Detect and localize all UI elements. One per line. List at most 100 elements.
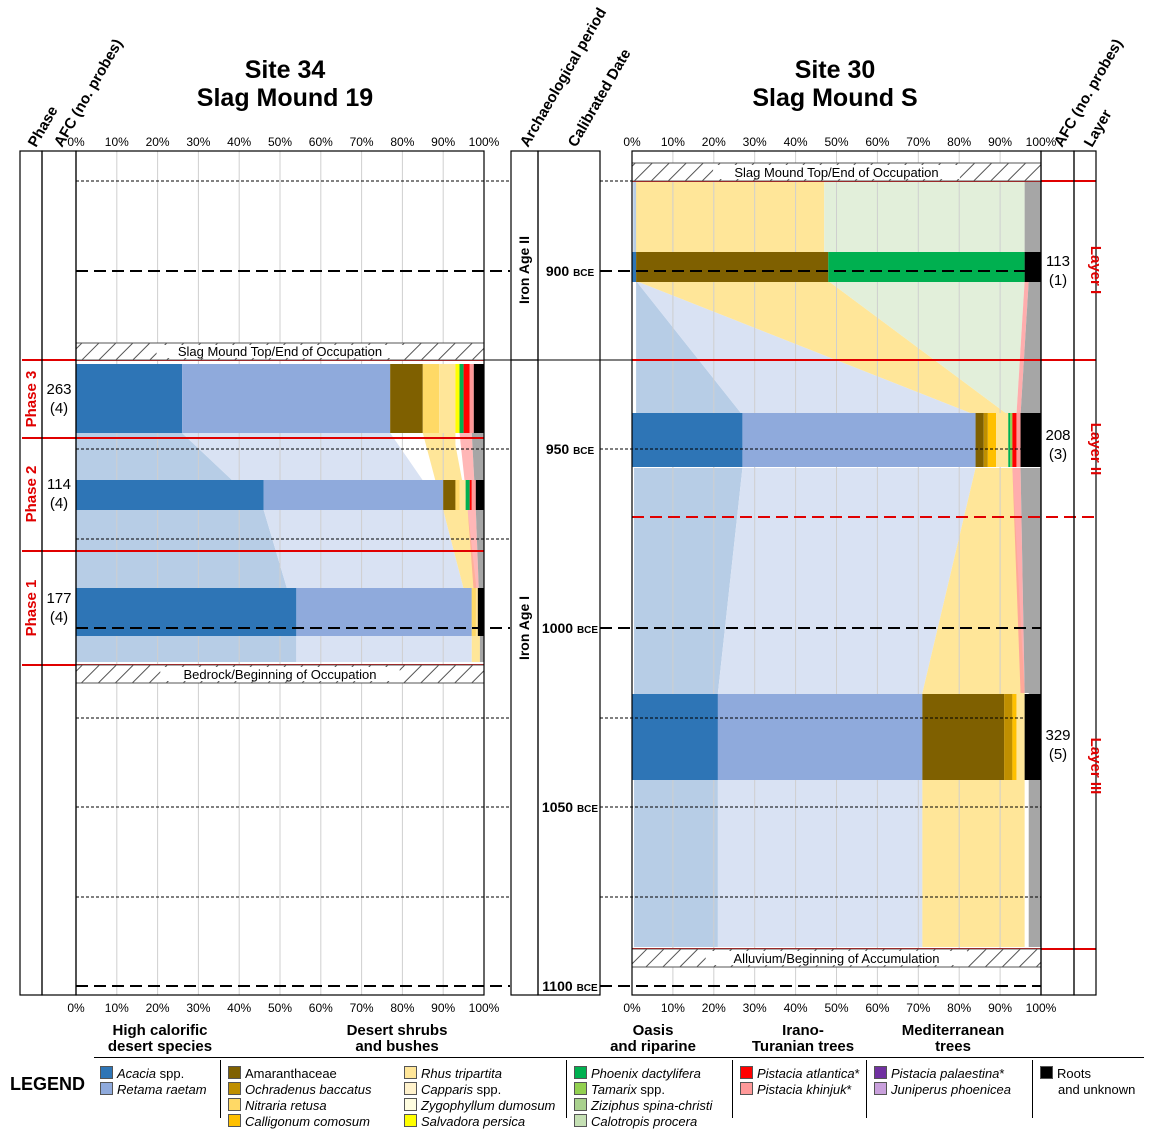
legend-item-2-2: Ziziphus spina-christi bbox=[574, 1098, 712, 1114]
left-bar-1-amaranthaceae bbox=[443, 480, 456, 510]
right-bar-1-phoenix-dactylifera bbox=[1008, 413, 1011, 467]
right-band-top-phoenix bbox=[824, 181, 1025, 253]
legend-item-1-5: Capparis spp. bbox=[404, 1082, 501, 1098]
left-bar-2-rhus-tripartita bbox=[475, 588, 478, 636]
left-bar-0-pistacia-atlantica- bbox=[463, 364, 470, 433]
right-tick-top-7: 70% bbox=[906, 135, 930, 149]
left-tick-top-5: 50% bbox=[268, 135, 292, 149]
left-tick-top-1: 10% bbox=[105, 135, 129, 149]
date-value-900: 900 bbox=[546, 263, 573, 279]
right-bar-1-ochradenus-baccatus bbox=[983, 413, 988, 467]
phase-label-1: Phase 1 bbox=[23, 580, 40, 637]
date-label-1100: 1100 BCE bbox=[542, 978, 598, 994]
right-bar-2-calligonum-comosum bbox=[1012, 694, 1017, 780]
legend-group-header-line1-0: High calorific bbox=[112, 1022, 208, 1039]
legend-label: Ziziphus spina-christi bbox=[591, 1098, 713, 1113]
right-tick-bottom-3: 30% bbox=[743, 1001, 767, 1015]
legend-label: Calligonum comosum bbox=[245, 1114, 370, 1129]
legend-item-3-1: Pistacia khinjuk* bbox=[740, 1082, 852, 1098]
legend-group-header-line1-3: Irano- bbox=[782, 1022, 824, 1039]
left-bar-0-nitraria-retusa bbox=[422, 364, 440, 433]
left-bar-1-nitraria-retusa bbox=[455, 480, 460, 510]
right-afc-value-2: 329 bbox=[1045, 727, 1070, 744]
date-label-950: 950 BCE bbox=[546, 441, 595, 457]
right-site-title: Site 30 Slag Mound S bbox=[730, 56, 940, 112]
layer-label-3: Layer III bbox=[1087, 738, 1104, 795]
right-bar-0-acacia-spp- bbox=[632, 252, 637, 282]
left-bar-1-roots-and-unknown bbox=[475, 480, 484, 510]
legend-label: Juniperus phoenicea bbox=[891, 1082, 1011, 1097]
right-bar-1-pistacia-atlantica- bbox=[1012, 413, 1017, 467]
legend-group-header-line2-2: and riparine bbox=[610, 1038, 696, 1055]
left-bar-0-amaranthaceae bbox=[390, 364, 423, 433]
legend-group-header-line2-4: trees bbox=[935, 1038, 971, 1055]
date-label-900: 900 BCE bbox=[546, 263, 595, 279]
left-site-title-line1: Site 34 bbox=[244, 56, 326, 84]
right-tick-bottom-5: 50% bbox=[824, 1001, 848, 1015]
date-value-1050: 1050 bbox=[542, 799, 577, 815]
legend-label: Tamarix bbox=[591, 1082, 637, 1097]
right-tick-top-5: 50% bbox=[824, 135, 848, 149]
legend-label: Zygophyllum dumosum bbox=[421, 1098, 556, 1113]
legend-group-header-line1-2: Oasis bbox=[632, 1022, 674, 1039]
legend-item-2-3: Calotropis procera bbox=[574, 1114, 697, 1130]
phase-label-3: Phase 3 bbox=[23, 371, 40, 428]
legend-label: Retama raetam bbox=[117, 1082, 207, 1097]
right-tick-bottom-1: 10% bbox=[661, 1001, 685, 1015]
legend-group-header-0: High calorific desert species bbox=[96, 1023, 224, 1055]
left-tick-top-8: 80% bbox=[390, 135, 414, 149]
left-bar-1-phoenix-dactylifera bbox=[465, 480, 470, 510]
right-tick-bottom-8: 80% bbox=[947, 1001, 971, 1015]
date-label-1050: 1050 BCE bbox=[542, 799, 598, 815]
legend-label-line2: and unknown bbox=[1058, 1082, 1136, 1097]
left-tick-top-6: 60% bbox=[309, 135, 333, 149]
legend-item-0-1: Retama raetam bbox=[100, 1082, 207, 1098]
right-bar-2-rhus-tripartita bbox=[1016, 694, 1025, 780]
legend-label: Pistacia palaestina bbox=[891, 1066, 1000, 1081]
left-bar-0-rhus-tripartita bbox=[439, 364, 456, 433]
left-tick-bottom-7: 70% bbox=[350, 1001, 374, 1015]
left-afc-value-2: 177 bbox=[46, 590, 71, 607]
legend-swatch bbox=[228, 1066, 241, 1079]
right-afc-probes-0: (1) bbox=[1049, 272, 1067, 289]
legend-label: Pistacia khinjuk bbox=[757, 1082, 847, 1097]
legend-swatch bbox=[874, 1066, 887, 1079]
right-bar-1-calligonum-comosum bbox=[987, 413, 997, 467]
date-value-950: 950 bbox=[546, 441, 573, 457]
right-site-title-line1: Site 30 bbox=[794, 56, 876, 84]
phase-label-2: Phase 2 bbox=[23, 466, 40, 523]
right-tick-top-9: 90% bbox=[988, 135, 1012, 149]
left-afc-value-0: 263 bbox=[46, 381, 71, 398]
period-iron-age-i: Iron Age I bbox=[516, 596, 532, 660]
right-afc-value-0: 113 bbox=[1046, 253, 1070, 270]
left-tick-top-7: 70% bbox=[350, 135, 374, 149]
right-tick-bottom-0: 0% bbox=[623, 1001, 641, 1015]
legend-item-1-7: Salvadora persica bbox=[404, 1114, 525, 1130]
left-tick-top-2: 20% bbox=[146, 135, 170, 149]
left-tick-top-9: 90% bbox=[431, 135, 455, 149]
date-unit-1050: BCE bbox=[577, 804, 598, 815]
legend-swatch bbox=[228, 1098, 241, 1111]
left-site-title: Site 34 Slag Mound 19 bbox=[180, 56, 390, 112]
right-band-top-roots bbox=[1024, 181, 1041, 253]
left-hatch-top-label-bg bbox=[156, 345, 404, 358]
legend-label: Pistacia atlantica bbox=[757, 1066, 855, 1081]
right-site-title-line2: Slag Mound S bbox=[752, 84, 918, 112]
legend-label-suffix: spp. bbox=[636, 1082, 665, 1097]
legend-title: LEGEND bbox=[10, 1074, 86, 1094]
left-bar-2-nitraria-retusa bbox=[471, 588, 476, 636]
legend-label-suffix: spp. bbox=[156, 1066, 185, 1081]
left-tick-bottom-1: 10% bbox=[105, 1001, 129, 1015]
left-band-shrubs bbox=[422, 433, 480, 662]
left-bar-0-salvadora-persica bbox=[455, 364, 460, 433]
right-bar-1-amaranthaceae bbox=[975, 413, 984, 467]
right-hatch-bottom-label: Alluvium/Beginning of Accumulation bbox=[734, 951, 940, 966]
left-bar-2-roots-and-unknown bbox=[477, 588, 484, 636]
legend-item-1-2: Nitraria retusa bbox=[228, 1098, 327, 1114]
right-tick-bottom-10: 100% bbox=[1026, 1001, 1057, 1015]
left-tick-bottom-4: 40% bbox=[227, 1001, 251, 1015]
left-afc-value-1: 114 bbox=[47, 476, 71, 493]
left-band-pistacia bbox=[459, 433, 480, 620]
right-bar-1-rhus-tripartita bbox=[996, 413, 1009, 467]
